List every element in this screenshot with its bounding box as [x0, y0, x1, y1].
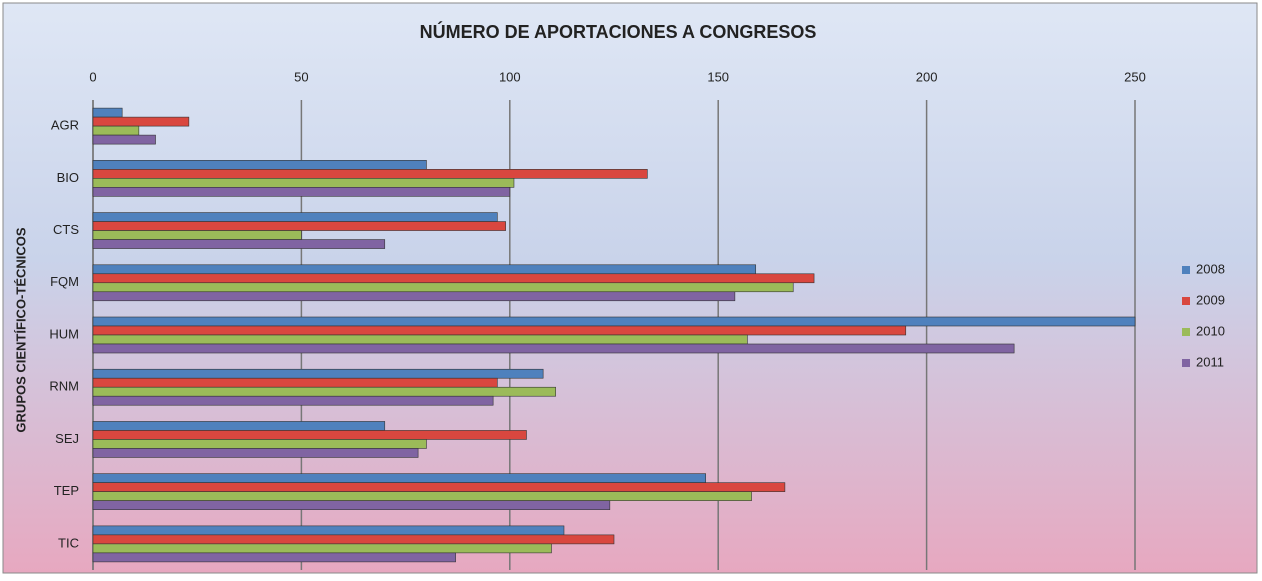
- legend-swatch: [1182, 359, 1190, 367]
- bar: [92, 282, 794, 293]
- bar: [92, 187, 511, 197]
- bar: [92, 116, 190, 127]
- y-tick-label: FQM: [50, 274, 79, 289]
- bar: [92, 386, 556, 397]
- bar: [92, 421, 386, 431]
- bar: [92, 543, 552, 554]
- legend-label: 2011: [1196, 354, 1224, 369]
- bar: [92, 125, 140, 136]
- bar: [92, 395, 494, 406]
- bar: [92, 482, 786, 492]
- legend-label: 2009: [1196, 292, 1225, 307]
- bar: [92, 160, 427, 170]
- y-tick-label: BIO: [57, 170, 79, 185]
- bar: [92, 273, 815, 284]
- legend-swatch: [1182, 328, 1190, 336]
- legend-label: 2010: [1196, 323, 1225, 338]
- bar: [92, 377, 498, 388]
- legend-swatch: [1182, 266, 1190, 274]
- bar: [92, 264, 757, 275]
- y-tick-label: TEP: [54, 483, 79, 498]
- y-tick-label: TIC: [58, 535, 79, 550]
- bar: [92, 534, 615, 545]
- bar: [92, 491, 752, 501]
- x-tick-label: 100: [499, 69, 521, 84]
- bar: [92, 107, 123, 118]
- bar: [92, 525, 565, 536]
- y-tick-label: RNM: [49, 379, 79, 394]
- bar: [92, 448, 419, 458]
- x-tick-label: 250: [1124, 69, 1146, 84]
- bar: [92, 230, 302, 240]
- bar: [92, 221, 506, 231]
- bar: [92, 368, 544, 379]
- y-tick-label: CTS: [53, 222, 79, 237]
- x-tick-label: 0: [89, 69, 96, 84]
- bar: [92, 291, 736, 302]
- bar: [92, 430, 527, 440]
- bar: [92, 343, 1015, 354]
- x-tick-label: 200: [916, 69, 938, 84]
- bar: [92, 500, 611, 510]
- legend-swatch: [1182, 297, 1190, 305]
- bar: [92, 552, 456, 563]
- bar: [92, 439, 427, 449]
- bar: [92, 334, 748, 345]
- bar: [92, 473, 706, 483]
- chart-title: NÚMERO DE APORTACIONES A CONGRESOS: [420, 21, 817, 42]
- bar: [92, 169, 648, 179]
- x-tick-label: 150: [707, 69, 729, 84]
- bar: [92, 212, 498, 222]
- bar: [92, 134, 156, 145]
- legend-label: 2008: [1196, 261, 1225, 276]
- y-tick-label: HUM: [49, 326, 79, 341]
- bar: [92, 178, 515, 188]
- y-axis-label: GRUPOS CIENTÍFICO-TÉCNICOS: [13, 227, 28, 432]
- bar: [92, 325, 907, 336]
- y-tick-label: AGR: [51, 118, 79, 133]
- bar: [92, 239, 386, 249]
- bar: [92, 316, 1136, 327]
- y-tick-label: SEJ: [55, 431, 79, 446]
- x-tick-label: 50: [294, 69, 308, 84]
